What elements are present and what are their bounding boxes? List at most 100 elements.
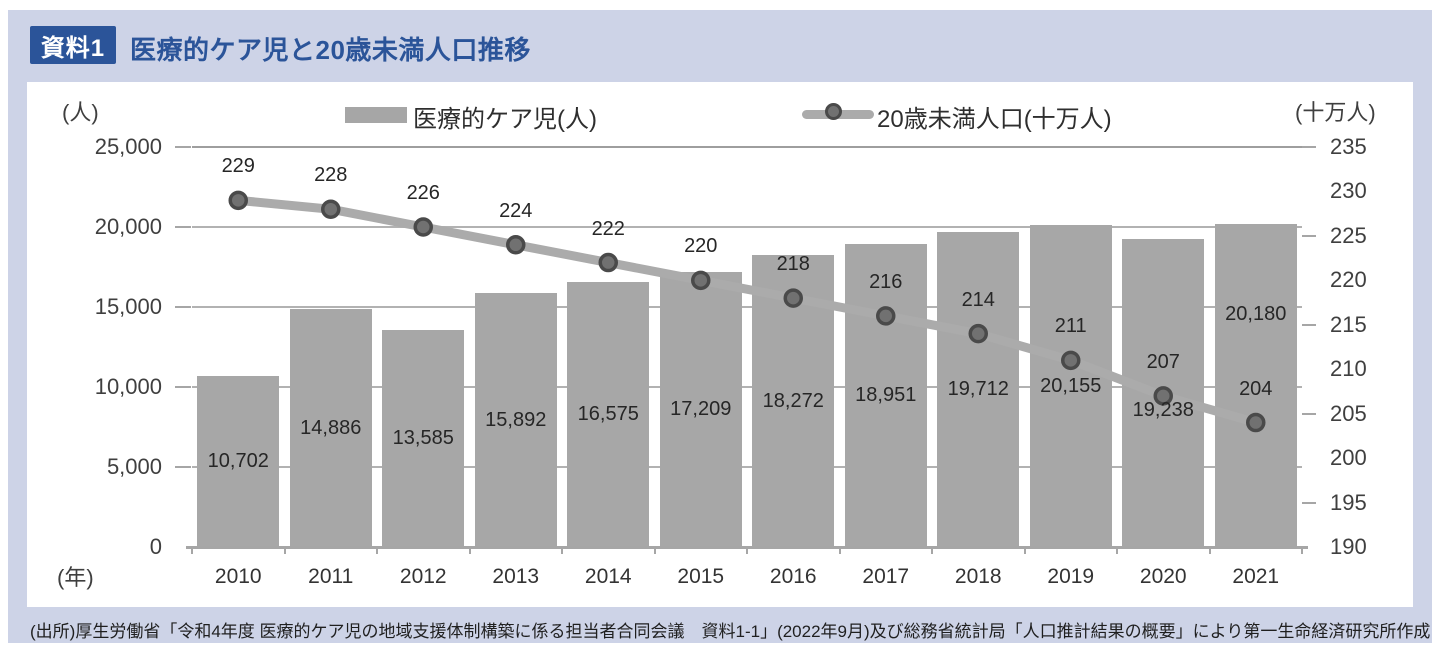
x-axis-tick — [838, 547, 841, 554]
left-axis-tick-label: 25,000 — [94, 134, 162, 159]
right-axis-tick-label: 200 — [1330, 445, 1367, 471]
bar — [1214, 224, 1297, 547]
left-axis-tick — [175, 146, 191, 148]
x-axis-category-label: 2012 — [399, 565, 447, 588]
x-axis-category-label: 2019 — [1047, 565, 1095, 588]
page-title: 医療的ケア児と20歳未満人口推移 — [130, 35, 531, 65]
grid-line — [192, 386, 1302, 388]
bar — [567, 281, 650, 547]
grid-line — [192, 306, 1302, 308]
bar-value-label: 19,712 — [947, 378, 1009, 401]
bar — [659, 271, 742, 547]
x-axis-tick — [283, 547, 286, 554]
right-axis-tick-label: 210 — [1330, 356, 1367, 382]
x-axis-tick — [1116, 547, 1118, 554]
legend-bar-swatch — [345, 107, 407, 123]
line-value-label: 214 — [961, 288, 995, 311]
x-axis-category-label: 2014 — [584, 565, 632, 588]
left-axis-tick-label: 0 — [149, 534, 162, 559]
x-axis-category-label: 2013 — [492, 565, 540, 588]
right-axis-tick-label: 230 — [1330, 178, 1367, 204]
panel-background: 資料1 医療的ケア児と20歳未満人口推移 (人) (十万人) (年) 医療的ケア… — [8, 10, 1432, 643]
legend-bar-label: 医療的ケア児(人) — [413, 106, 597, 133]
right-axis-tick-label: 225 — [1330, 222, 1367, 248]
x-axis-tick — [1208, 547, 1211, 554]
left-axis-tick — [175, 306, 191, 308]
line-marker-icon — [1061, 350, 1081, 371]
right-axis-tick — [1302, 501, 1316, 504]
x-axis-tick — [1301, 547, 1303, 554]
x-axis-tick — [191, 547, 193, 554]
right-axis-unit-label: (十万人) — [1295, 100, 1376, 125]
bar — [382, 329, 465, 547]
bar-value-label: 15,892 — [485, 408, 547, 431]
bar — [1029, 224, 1112, 547]
line-value-label: 207 — [1146, 350, 1180, 373]
x-axis-category-label: 2011 — [308, 565, 354, 588]
bar-value-label: 18,272 — [762, 389, 824, 412]
bar-value-label: 13,585 — [392, 427, 454, 450]
line-marker-icon — [506, 235, 526, 255]
right-axis-tick-label: 235 — [1330, 134, 1367, 159]
bar-value-label: 20,155 — [1040, 374, 1102, 397]
grid-line — [192, 146, 1302, 148]
line-value-label: 204 — [1239, 377, 1273, 400]
left-axis-tick-label: 15,000 — [94, 294, 162, 319]
line-value-label: 222 — [591, 217, 625, 240]
bar-value-label: 19,238 — [1132, 399, 1194, 422]
right-axis-tick-label: 190 — [1330, 534, 1367, 559]
right-axis-tick — [1302, 146, 1316, 148]
bar-value-label: 10,702 — [207, 450, 269, 473]
bar-value-label: 16,575 — [577, 403, 639, 426]
line-value-label: 224 — [499, 199, 533, 222]
line-marker-icon — [228, 190, 248, 211]
x-axis-tick — [1023, 547, 1026, 554]
x-axis-category-label: 2020 — [1139, 565, 1187, 588]
document-badge: 資料1 — [30, 26, 116, 64]
right-axis-tick-label: 195 — [1330, 489, 1367, 515]
line-marker-icon — [321, 199, 341, 219]
right-axis-tick — [1302, 234, 1316, 237]
grid-line — [192, 466, 1302, 468]
right-axis-tick — [1302, 323, 1316, 326]
bar-value-label: 20,180 — [1225, 302, 1287, 325]
bar — [844, 243, 927, 547]
line-value-label: 228 — [314, 164, 348, 187]
bar — [289, 308, 372, 547]
line-path — [233, 195, 1261, 428]
line-series — [228, 190, 1266, 433]
x-axis-line — [186, 546, 1308, 549]
legend-line-marker-icon — [825, 103, 842, 120]
bar — [937, 231, 1020, 547]
bar — [197, 375, 280, 547]
grid-line — [192, 226, 1302, 228]
bar — [474, 292, 557, 547]
left-axis-tick-label: 20,000 — [94, 214, 162, 239]
bar-value-label: 14,886 — [300, 416, 362, 439]
x-axis-tick — [931, 547, 933, 554]
bar-value-label: 17,209 — [670, 398, 732, 421]
left-axis-tick — [175, 466, 191, 468]
line-marker-icon — [598, 252, 618, 273]
x-axis-unit-label: (年) — [57, 565, 94, 590]
x-axis-category-label: 2016 — [769, 565, 817, 588]
line-marker-icon — [968, 323, 988, 344]
left-axis-tick-label: 10,000 — [94, 374, 162, 399]
line-marker-icon — [1153, 386, 1173, 406]
line-value-label: 216 — [869, 270, 903, 293]
legend-line-label: 20歳未満人口(十万人) — [877, 106, 1112, 133]
x-axis-tick — [746, 547, 748, 554]
left-axis-tick-label: 5,000 — [106, 454, 162, 479]
line-value-label: 211 — [1054, 315, 1087, 338]
line-marker-icon — [1246, 412, 1266, 433]
chart-area: (人) (十万人) (年) 医療的ケア児(人) 20歳未満人口(十万人) 0 5,… — [27, 82, 1413, 607]
line-value-label: 218 — [776, 253, 810, 276]
right-axis-tick-label: 220 — [1330, 267, 1367, 293]
x-axis-tick — [653, 547, 656, 554]
left-axis-tick — [175, 386, 191, 388]
right-axis-tick-label: 205 — [1330, 400, 1367, 426]
x-axis-category-label: 2015 — [677, 565, 725, 588]
line-marker-icon — [691, 270, 711, 291]
source-note: (出所)厚生労働省「令和4年度 医療的ケア児の地域支援体制構築に係る担当者合同会… — [30, 622, 1431, 641]
line-value-label: 226 — [406, 182, 440, 204]
